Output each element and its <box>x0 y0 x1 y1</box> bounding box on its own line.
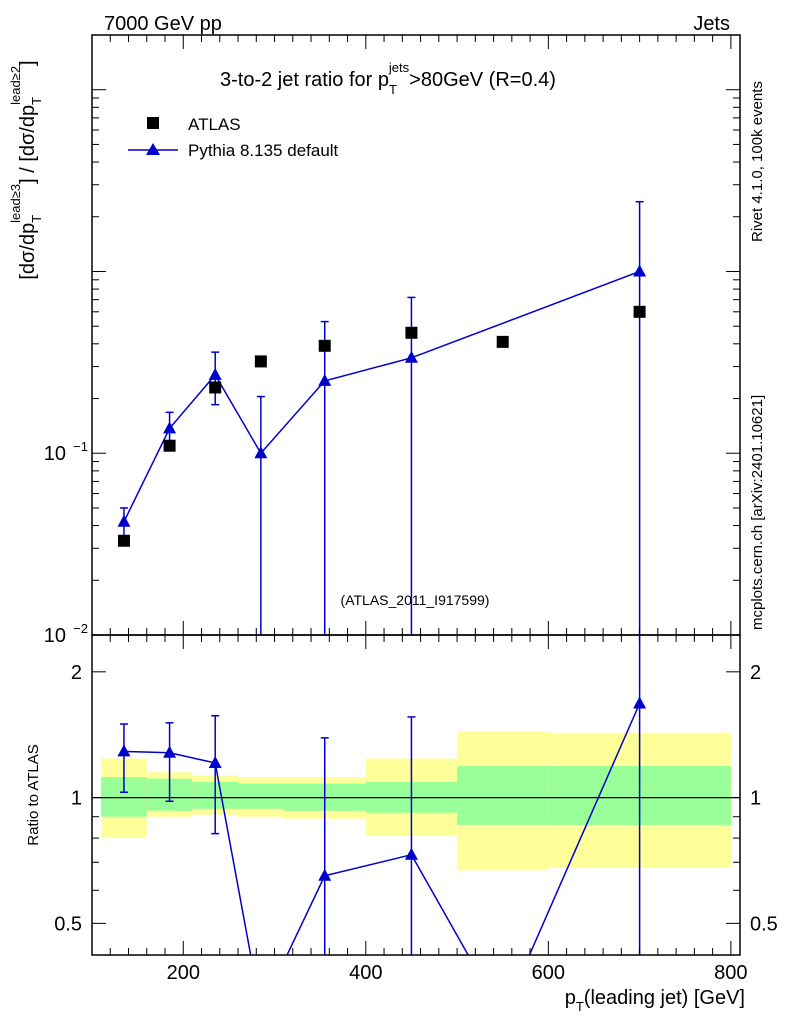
top-ytick-exp-3: −2 <box>73 621 88 636</box>
atlas-point-2 <box>209 381 222 394</box>
pythia-point-5 <box>404 350 418 363</box>
top-title: 3-to-2 jet ratio for pTjets>80GeV (R=0.4… <box>220 60 556 97</box>
pythia-line <box>123 270 640 523</box>
bot-ytick-label-right-2: 2 <box>750 662 761 684</box>
atlas-point-4 <box>318 339 331 352</box>
top-title-rest: >80GeV (R=0.4) <box>409 69 556 91</box>
legend-atlas-label: ATLAS <box>188 115 241 134</box>
top-ylabel-a: [dσ/dp <box>17 223 39 280</box>
bot-ytick-label-left-1: 1 <box>71 788 82 810</box>
header-right: Jets <box>693 13 730 35</box>
ratio-point-0 <box>117 744 131 757</box>
xlabel-rest: (leading jet) [GeV] <box>584 987 745 1009</box>
top-ylabel-a-sub: T <box>29 215 44 223</box>
xlabel-main: p <box>565 987 576 1009</box>
pythia-point-1 <box>163 421 177 434</box>
band-inner-3 <box>238 783 284 809</box>
bottom-ylabel: Ratio to ATLAS <box>25 744 42 845</box>
pythia-point-6 <box>633 264 647 277</box>
atlas-point-3 <box>254 355 267 368</box>
atlas-point-0 <box>117 534 130 547</box>
top-ylabel: [dσ/dpTlead≥3] / [dσ/dpTlead≥2] <box>8 60 44 279</box>
ratio-point-4 <box>318 868 332 881</box>
bot-ytick-label-left-0: 0.5 <box>54 913 82 935</box>
atlas-point-1 <box>163 439 176 452</box>
top-ylabel-b-sup: lead≥2 <box>8 66 23 105</box>
top-title-sup: jets <box>388 60 410 75</box>
pythia-point-2 <box>208 367 222 380</box>
top-ytick-exp-2: −1 <box>73 439 88 454</box>
bot-ytick-label-right-0: 0.5 <box>750 913 778 935</box>
bot-ytick-label-left-2: 2 <box>71 662 82 684</box>
pythia-point-0 <box>117 514 131 527</box>
legend-atlas-marker <box>147 117 159 129</box>
bottom-panel-frame <box>91 634 741 956</box>
atlas-point-7 <box>633 305 646 318</box>
ratio-point-1 <box>163 745 177 758</box>
top-ytick-label-3: 10 <box>44 625 66 647</box>
top-title-sub: T <box>389 82 397 97</box>
top-ylabel-b: ] / [dσ/dp <box>17 105 39 184</box>
atlas-point-5 <box>405 326 418 339</box>
legend-pythia-label: Pythia 8.135 default <box>188 141 339 160</box>
top-title-main: 3-to-2 jet ratio for p <box>220 69 389 91</box>
ratio-point-7 <box>633 696 647 709</box>
pythia-point-3 <box>254 446 268 459</box>
header-left: 7000 GeV pp <box>104 13 222 35</box>
top-ytick-base-2: 10 <box>44 443 66 465</box>
xtick-label-0: 200 <box>167 962 200 984</box>
side-rivet-label: Rivet 4.1.0, 100k events <box>749 81 766 242</box>
ratio-point-5 <box>404 847 418 860</box>
top-ytick-base-3: 10 <box>44 625 66 647</box>
xtick-label-3: 800 <box>714 962 747 984</box>
pythia-point-4 <box>318 373 332 386</box>
band-inner-6 <box>457 766 549 825</box>
top-ylabel-b-sub: T <box>29 97 44 105</box>
xtick-label-2: 600 <box>532 962 565 984</box>
top-ylabel-a-sup: lead≥3 <box>8 184 23 223</box>
ratio-point-2 <box>208 756 222 769</box>
side-mcplots-label: mcplots.cern.ch [arXiv:2401.10621] <box>749 395 766 630</box>
bottom-xlabel: pT(leading jet) [GeV] <box>565 987 745 1014</box>
xtick-label-1: 400 <box>349 962 382 984</box>
bot-ytick-label-right-1: 1 <box>750 788 761 810</box>
top-ylabel-c: ] <box>17 60 39 66</box>
legend-pythia-marker <box>146 143 160 155</box>
watermark: (ATLAS_2011_I917599) <box>341 592 490 608</box>
top-ytick-label-2: 10 <box>44 443 66 465</box>
atlas-point-6 <box>496 335 509 348</box>
ratio-line <box>123 703 641 955</box>
xlabel-sub: T <box>576 999 584 1014</box>
